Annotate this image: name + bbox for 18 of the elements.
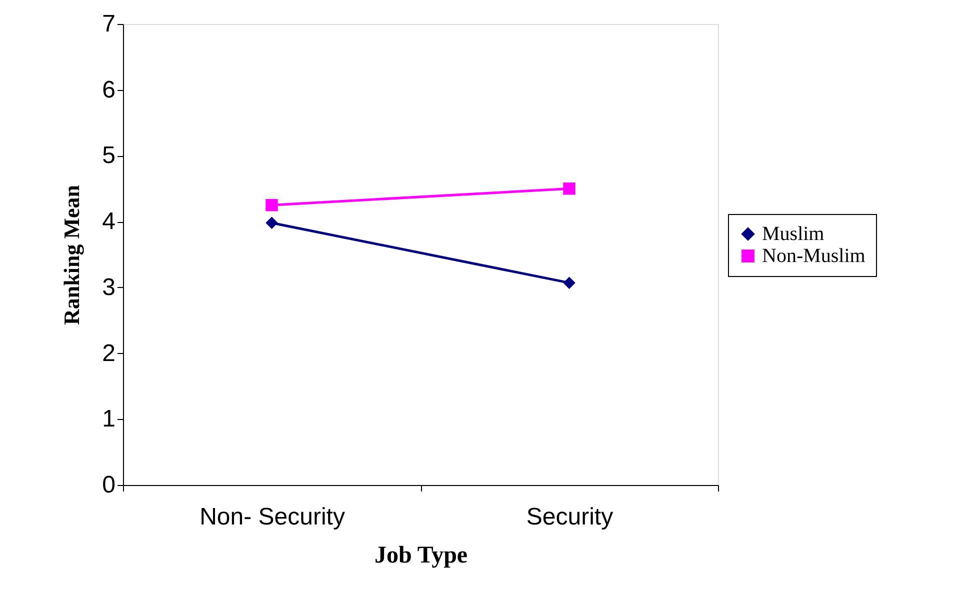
y-tick-label: 4: [102, 208, 116, 236]
y-tick-label: 6: [102, 76, 116, 104]
y-tick-label: 5: [102, 142, 116, 170]
point: [563, 276, 576, 289]
x-axis-title: Job Type: [374, 542, 468, 568]
y-tick-label: 0: [102, 472, 116, 498]
x-tick-label: Non- Security: [200, 504, 345, 530]
point: [266, 216, 278, 230]
y-tick-label: 3: [102, 274, 116, 301]
y-tick-label: 1: [102, 406, 116, 433]
x-tick-label: Security: [526, 504, 614, 530]
point: [266, 198, 278, 212]
legend-label: Muslim: [762, 223, 825, 245]
y-axis-title: Ranking Mean: [59, 185, 84, 325]
y-tick-label: 2: [102, 340, 116, 367]
y-tick-label: 7: [102, 10, 116, 38]
point: [563, 182, 576, 195]
legend-label: Non-Muslim: [762, 245, 866, 267]
